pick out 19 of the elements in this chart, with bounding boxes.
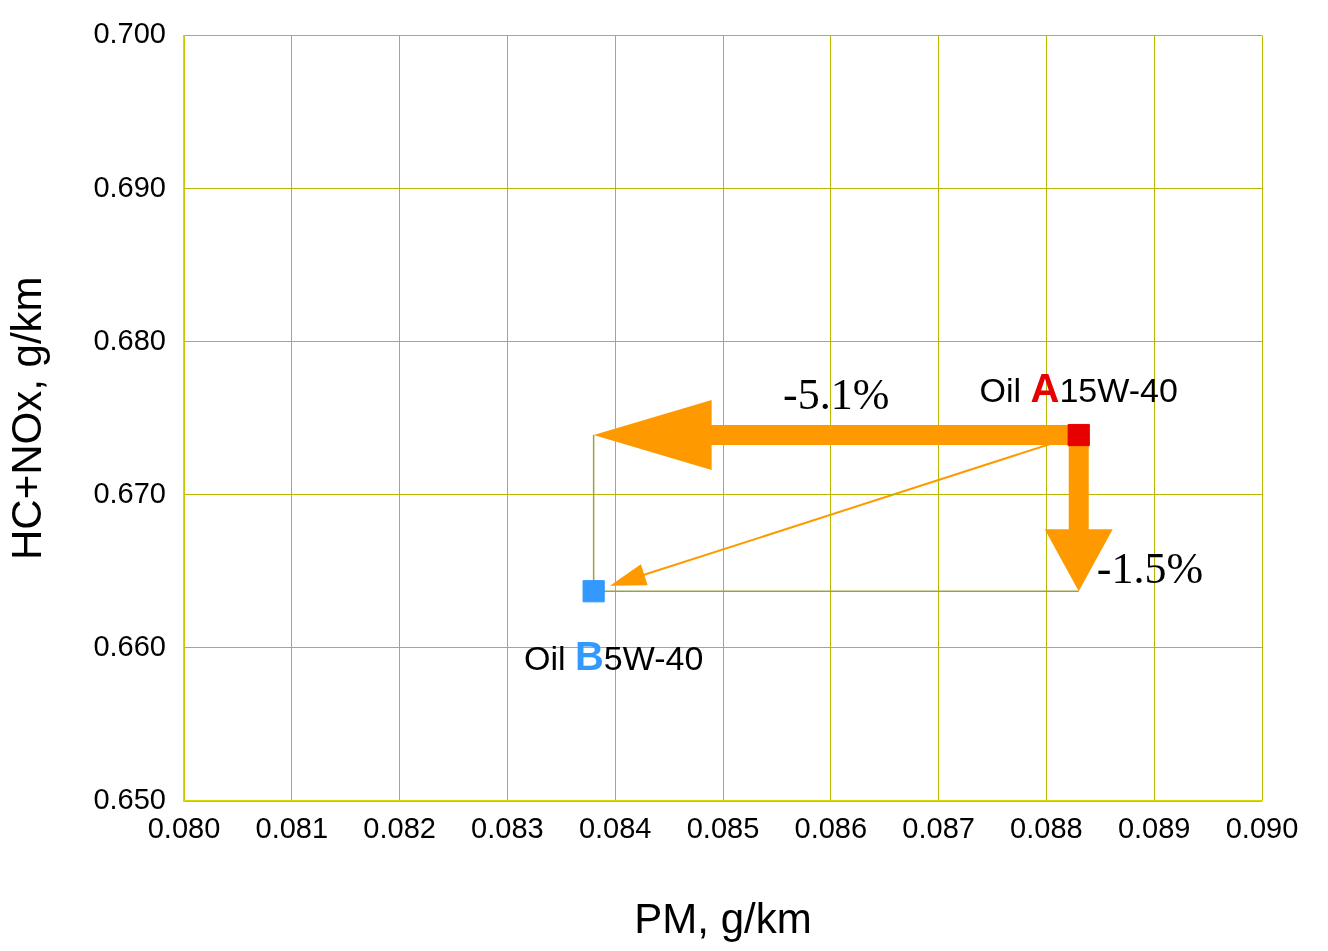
x-tick-label: 0.080 bbox=[147, 812, 221, 845]
y-axis-title: HC+NOx, g/km bbox=[2, 276, 50, 560]
x-tick-label: 0.086 bbox=[794, 812, 868, 845]
y-tick-label: 0.680 bbox=[93, 323, 166, 356]
x-tick-label: 0.087 bbox=[902, 812, 975, 845]
x-tick-label: 0.085 bbox=[686, 812, 760, 845]
x-tick-label: 0.090 bbox=[1225, 812, 1299, 845]
x-tick-label: 0.089 bbox=[1117, 812, 1191, 845]
y-tick-label: 0.700 bbox=[93, 17, 166, 50]
x-axis-title: PM, g/km bbox=[634, 895, 812, 943]
x-tick-label: 0.081 bbox=[255, 812, 329, 845]
y-tick-label: 0.660 bbox=[93, 629, 166, 662]
x-tick-label: 0.084 bbox=[578, 812, 652, 845]
x-tick-label: 0.083 bbox=[471, 812, 544, 845]
x-tick-label: 0.082 bbox=[363, 812, 436, 845]
y-tick-label: 0.670 bbox=[93, 476, 166, 509]
y-tick-label: 0.650 bbox=[93, 783, 166, 815]
x-tick-label: 0.088 bbox=[1010, 812, 1083, 845]
y-tick-label: 0.690 bbox=[93, 170, 166, 203]
